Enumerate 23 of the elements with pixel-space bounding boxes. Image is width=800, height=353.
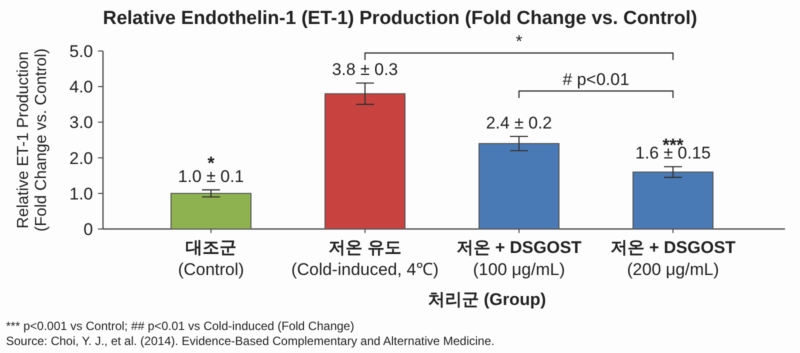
data-label: 3.8 ± 0.3 [332, 60, 398, 80]
annotation: # p<0.01 [562, 70, 630, 89]
x-tick-label: 대조군 (Control) [178, 238, 244, 279]
x-axis-title: 처리군 (Group) [428, 290, 546, 309]
y-tick-label: 3.0 [69, 113, 93, 132]
y-tick-label: 5.0 [69, 42, 93, 61]
y-tick-label: 2.0 [69, 148, 93, 168]
x-tick-label: 저온 유도 (Cold-induced, 4℃) [291, 238, 439, 279]
source-note: Source: Choi, Y. J., et al. (2014). Evidence-Based Complementary and Alternative Medicine. [6, 334, 494, 348]
chart-title: Relative Endothelin-1 (ET-1) Production (Fold Change vs. Control) [102, 8, 698, 29]
y-tick-label: 0 [84, 220, 93, 239]
x-tick-label: 저온 + DSGOST (100 μg/mL) [456, 238, 582, 279]
bar [170, 192, 252, 230]
x-tick-label: 저온 + DSGOST (200 μg/mL) [610, 238, 736, 279]
bar [478, 143, 560, 230]
y-axis-title: Relative ET-1 Production (Fold Change vs. Control) [15, 48, 50, 232]
bar [324, 93, 406, 230]
data-label: 2.4 ± 0.2 [486, 113, 552, 132]
text: *** p<0.001 vs Control; ## p<0.01 vs Cold-induced (Fold Change) [6, 319, 354, 333]
text: * [516, 32, 523, 51]
y-tick-label: 1.0 [69, 184, 93, 204]
y-tick-label: 4.0 [69, 78, 93, 97]
bar [632, 172, 714, 230]
